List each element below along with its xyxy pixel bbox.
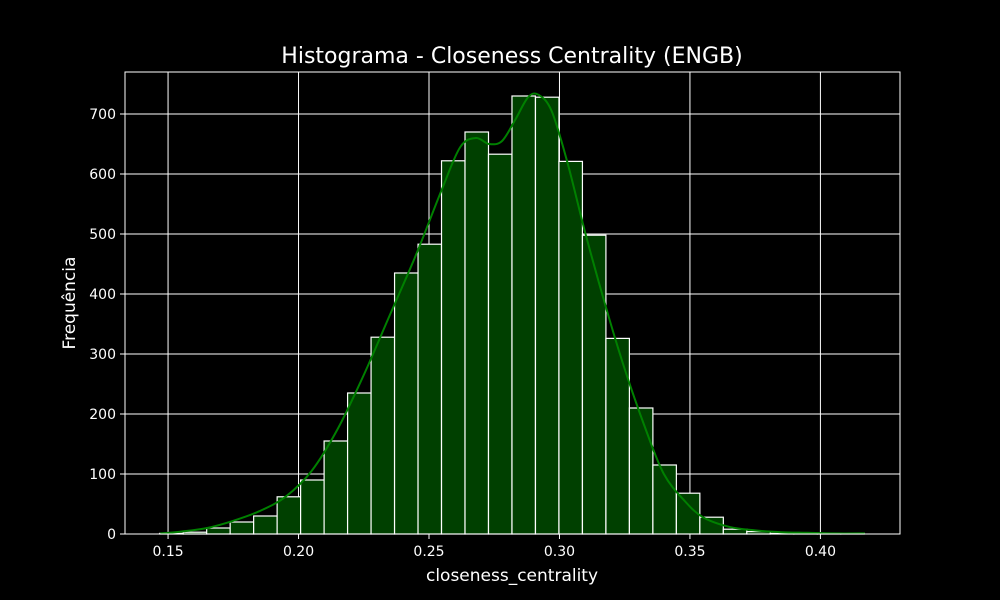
histogram-bar: [558, 160, 584, 535]
y-tick-label: 300: [89, 347, 116, 363]
histogram-bar: [300, 479, 325, 535]
y-tick-label: 200: [89, 407, 116, 423]
y-tick-label: 100: [89, 467, 116, 483]
histogram-bar: [370, 336, 396, 535]
histogram-bar: [581, 234, 607, 535]
histogram-bar: [229, 521, 255, 535]
x-tick-label: 0.20: [283, 544, 314, 560]
histogram-bar: [417, 243, 443, 535]
histogram-bar: [253, 515, 278, 535]
y-axis-label: Frequência: [60, 257, 80, 350]
x-axis-label: closeness_centrality: [426, 566, 598, 586]
histogram-bar: [534, 96, 560, 535]
x-tick-label: 0.40: [805, 544, 836, 560]
y-tick-label: 0: [107, 527, 116, 543]
y-tick-label: 500: [89, 227, 116, 243]
x-axis-ticks: 0.15 0.20 0.25 0.30 0.35 0.40: [152, 534, 836, 560]
histogram-bar: [276, 496, 302, 535]
histogram-bar: [440, 160, 466, 535]
histogram-bars: [159, 95, 865, 535]
histogram-bar: [605, 337, 631, 535]
y-axis-ticks: 0 100 200 300 400 500 600 700: [89, 107, 125, 543]
x-tick-label: 0.25: [413, 544, 444, 560]
histogram-bar: [628, 407, 654, 535]
histogram-bar: [464, 131, 490, 535]
histogram-bar: [393, 272, 419, 535]
y-tick-label: 600: [89, 167, 116, 183]
density-curve-layer: [160, 92, 865, 535]
y-tick-label: 400: [89, 287, 116, 303]
plot-frame: [124, 71, 901, 535]
histogram-bar: [699, 516, 724, 535]
histogram-bar: [323, 440, 349, 535]
histogram-bar: [206, 527, 231, 535]
density-curve: [160, 92, 865, 535]
histogram-bar: [511, 95, 537, 535]
chart-title: Histograma - Closeness Centrality (ENGB): [281, 44, 742, 69]
x-tick-label: 0.35: [674, 544, 705, 560]
x-tick-label: 0.30: [544, 544, 575, 560]
histogram-bar: [346, 392, 372, 535]
y-tick-label: 700: [89, 107, 116, 123]
x-tick-label: 0.15: [152, 544, 183, 560]
histogram-bar: [487, 153, 513, 535]
